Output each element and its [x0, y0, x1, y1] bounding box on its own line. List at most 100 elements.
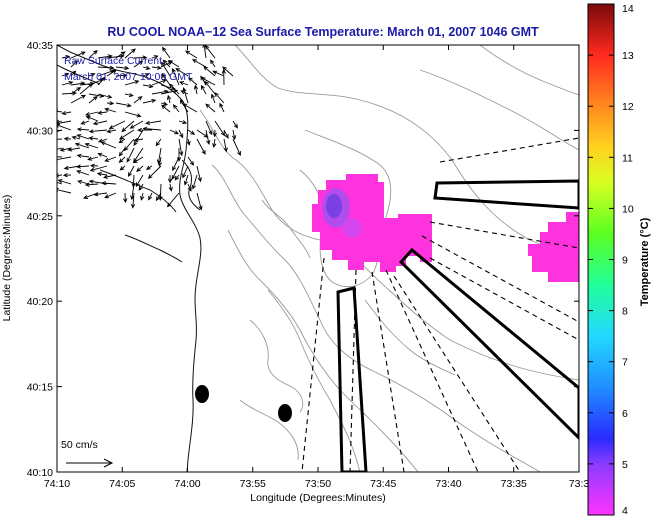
current-vector [171, 165, 180, 180]
current-vector [89, 163, 99, 168]
current-vector [212, 70, 225, 77]
current-vector [148, 192, 153, 201]
transect-polygon-diagonal [398, 247, 579, 441]
colorbar-ticks: 14 13 12 11 10 9 8 7 6 5 4 [588, 3, 634, 517]
current-vector [121, 120, 135, 133]
current-vector [191, 174, 198, 190]
current-vector [84, 182, 99, 187]
current-vector [57, 181, 63, 185]
buoy-marker [195, 385, 209, 403]
current-vector [138, 183, 144, 191]
current-vector [119, 129, 135, 140]
current-vector [70, 87, 82, 95]
current-vector [200, 84, 207, 95]
colorbar-tick-label: 7 [622, 357, 628, 369]
current-vector [88, 95, 98, 104]
x-axis-label: Longitude (Degrees:Minutes) [250, 492, 385, 504]
colorbar-tick-label: 8 [622, 306, 628, 318]
current-vector [166, 94, 172, 104]
current-vector [88, 136, 99, 141]
current-vector [115, 51, 126, 59]
current-vector [118, 138, 126, 144]
transect-polygons [336, 179, 579, 472]
current-vector [160, 104, 171, 113]
current-vector [166, 192, 180, 208]
y-tick-label: 40:35 [27, 40, 53, 52]
current-vector [232, 120, 238, 129]
current-vector [123, 192, 128, 204]
current-vector [205, 129, 211, 146]
scale-arrow: 50 cm/s [61, 439, 114, 468]
current-vector [185, 50, 198, 59]
current-vector [182, 103, 198, 113]
current-vector [178, 138, 184, 157]
transect-polygon-north [433, 179, 579, 210]
current-vector [142, 65, 151, 70]
current-vector [57, 138, 63, 140]
colorbar-tick-label: 11 [622, 152, 633, 164]
current-vector [133, 129, 144, 147]
current-vector [76, 134, 90, 140]
y-tick-label: 40:10 [27, 467, 53, 479]
current-vector [231, 129, 237, 141]
current-vector [123, 138, 135, 152]
current-vector [145, 120, 162, 126]
current-vector [129, 120, 144, 129]
current-vector [126, 147, 135, 163]
current-vector [93, 192, 108, 197]
current-vector [175, 68, 189, 77]
current-vector [133, 60, 144, 68]
current-vector [142, 84, 154, 89]
current-vector [196, 165, 202, 183]
current-vector [61, 80, 74, 86]
y-tick-label: 40:20 [27, 296, 53, 308]
colorbar-tick-label: 5 [622, 459, 628, 471]
current-vector [108, 120, 126, 129]
current-vector [59, 147, 72, 152]
current-vector [187, 129, 196, 135]
current-vector [100, 141, 117, 149]
scale-label: 50 cm/s [61, 439, 98, 451]
current-vector [97, 65, 115, 70]
current-vector [97, 76, 106, 86]
current-vector [137, 127, 153, 133]
colorbar-label: Temperature (°C) [639, 217, 651, 306]
current-vector [155, 192, 162, 202]
current-vector [119, 165, 126, 171]
current-vector [212, 129, 217, 138]
colorbar-tick-label: 12 [622, 101, 634, 113]
buoy-marker [278, 404, 292, 422]
current-vector [204, 80, 216, 95]
current-vector [124, 92, 134, 98]
current-vector [212, 138, 217, 149]
colorbar-tick-label: 9 [622, 255, 628, 267]
x-tick-label: 73:45 [370, 478, 396, 490]
current-vector [183, 174, 189, 186]
x-tick-label: 74:00 [174, 478, 200, 490]
current-vector [133, 55, 148, 60]
map-title: RU COOL NOAA−12 Sea Surface Temperature:… [107, 25, 539, 39]
current-vector [101, 181, 117, 186]
current-vector [155, 138, 162, 147]
colorbar-tick-label: 4 [622, 505, 628, 517]
current-vector [133, 96, 143, 104]
transect-polygon-south [336, 286, 368, 472]
x-tick-label: 73:40 [435, 478, 461, 490]
current-vector [167, 174, 173, 184]
current-vector [222, 66, 234, 77]
current-vector [219, 102, 225, 113]
current-vector [223, 138, 228, 153]
current-vector [84, 111, 99, 117]
colorbar: 14 13 12 11 10 9 8 7 6 5 4 Temperature (°C) [587, 3, 651, 517]
current-vector [102, 174, 117, 179]
current-vector [106, 129, 117, 134]
current-vector [178, 120, 188, 125]
current-vector [205, 103, 216, 113]
x-tick-label: 73:3 [569, 478, 590, 490]
annotation-line-1: Raw Surface Current [64, 55, 162, 67]
current-vector [223, 129, 229, 139]
current-vector [85, 115, 99, 122]
x-tick-label: 74:05 [109, 478, 135, 490]
current-vector [162, 59, 171, 68]
sst-patch-east [528, 212, 579, 282]
